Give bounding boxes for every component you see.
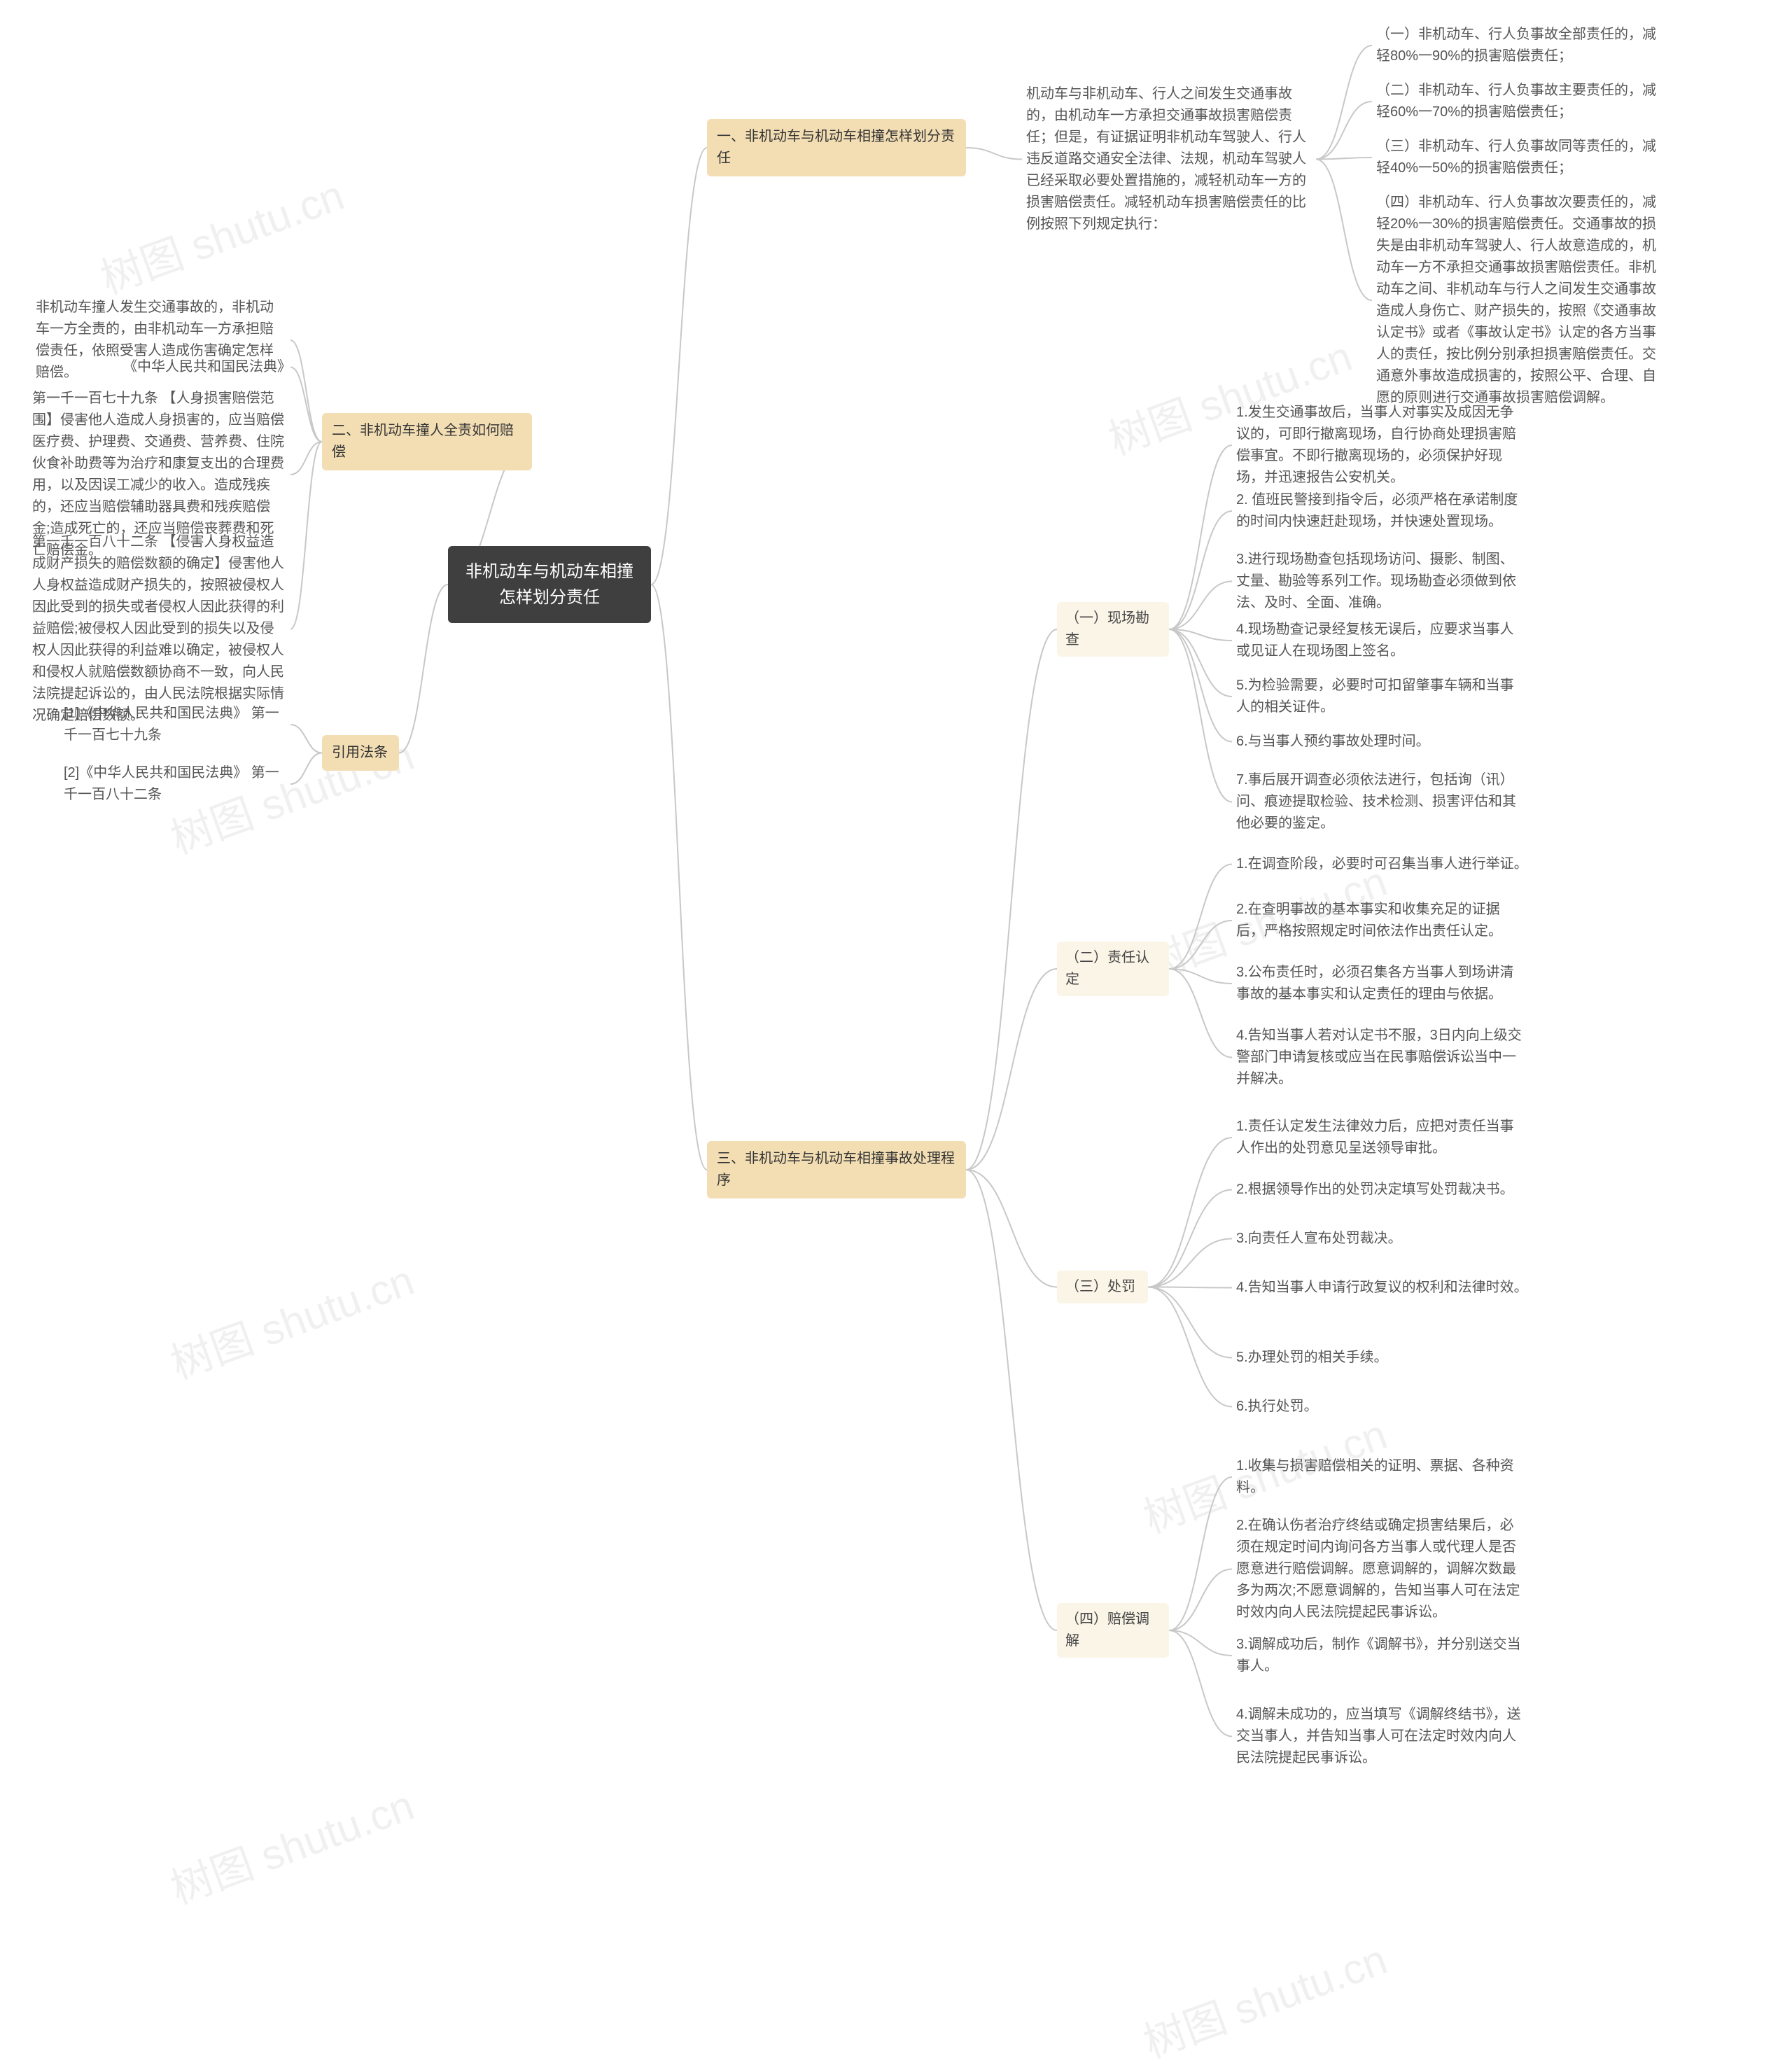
node-s3D3: 3.调解成功后，制作《调解书》，并分别送交当事人。 (1232, 1631, 1526, 1680)
connector (966, 148, 1022, 160)
connector (1316, 158, 1372, 160)
node-s1d: 机动车与非机动车、行人之间发生交通事故的，由机动车一方承担交通事故损害赔偿责任；… (1022, 81, 1316, 238)
connector (1169, 969, 1232, 1058)
connector (290, 725, 322, 753)
node-s3D2: 2.在确认伤者治疗终结或确定损害结果后，必须在规定时间内询问各方当事人或代理人是… (1232, 1512, 1526, 1626)
watermark: 树图 shutu.cn (91, 162, 351, 306)
connector (1148, 1138, 1232, 1287)
connector (1148, 1190, 1232, 1287)
connector (1169, 969, 1232, 984)
connector (290, 442, 322, 475)
watermark: 树图 shutu.cn (161, 1772, 421, 1916)
node-s3C3: 3.向责任人宣布处罚裁决。 (1232, 1225, 1526, 1252)
node-s3B: （二）责任认定 (1057, 942, 1169, 996)
node-s1a: （一）非机动车、行人负事故全部责任的，减轻80%一90%的损害赔偿责任； (1372, 21, 1666, 70)
node-s3D: （四）赔偿调解 (1057, 1603, 1169, 1658)
node-root: 非机动车与机动车相撞怎样划分责任 (448, 546, 651, 623)
connector (290, 368, 322, 442)
connector (1148, 1287, 1232, 1288)
connector (290, 753, 322, 785)
connector (651, 148, 707, 585)
connector (1148, 1287, 1232, 1358)
connector (290, 340, 322, 442)
connector (1169, 629, 1232, 697)
node-s3D4: 4.调解未成功的，应当填写《调解终结书》，送交当事人，并告知当事人可在法定时效内… (1232, 1701, 1526, 1772)
node-s3A7: 7.事后展开调查必须依法进行，包括询（讯）问、痕迹提取检验、技术检测、损害评估和… (1232, 767, 1526, 837)
connector (1169, 1477, 1232, 1630)
node-s3D1: 1.收集与损害赔偿相关的证明、票据、各种资料。 (1232, 1453, 1526, 1502)
connector (1169, 629, 1232, 641)
node-s3C: （三）处罚 (1057, 1271, 1148, 1303)
node-s2b: 《中华人民共和国民法典》 (119, 354, 290, 381)
node-s3B4: 4.告知当事人若对认定书不服，3日内向上级交警部门申请复核或应当在民事赔偿诉讼当… (1232, 1022, 1526, 1093)
node-s1e: （四）非机动车、行人负事故次要责任的，减轻20%一30%的损害赔偿责任。交通事故… (1372, 189, 1673, 412)
connector (1169, 865, 1232, 970)
node-s3C6: 6.执行处罚。 (1232, 1393, 1526, 1420)
connector (1169, 629, 1232, 802)
node-s3A5: 5.为检验需要，必要时可扣留肇事车辆和当事人的相关证件。 (1232, 672, 1526, 721)
node-s1c: （三）非机动车、行人负事故同等责任的，减轻40%一50%的损害赔偿责任； (1372, 133, 1666, 182)
node-s3A3: 3.进行现场勘查包括现场访问、摄影、制图、丈量、勘验等系列工作。现场勘查必须做到… (1232, 546, 1526, 617)
node-s1: 一、非机动车与机动车相撞怎样划分责任 (707, 119, 966, 176)
connector (1169, 921, 1232, 969)
node-s3B2: 2.在查明事故的基本事实和收集充足的证据后，严格按照规定时间依法作出责任认定。 (1232, 896, 1526, 945)
connector (1169, 511, 1232, 629)
connector (1169, 1630, 1232, 1737)
node-s3B1: 1.在调查阶段，必要时可召集当事人进行举证。 (1232, 851, 1533, 878)
node-s3A2: 2. 值班民警接到指令后，必须严格在承诺制度的时间内快速赶赴现场，并快速处置现场… (1232, 487, 1526, 536)
connector (1316, 160, 1372, 301)
connector (1148, 1239, 1232, 1287)
connector (966, 1170, 1057, 1630)
node-s3C1: 1.责任认定发生法律效力后，应把对责任当事人作出的处罚意见呈送领导审批。 (1232, 1113, 1526, 1162)
node-s2d: 第一千一百八十二条 【侵害人身权益造成财产损失的赔偿数额的确定】侵害他人人身权益… (28, 529, 290, 729)
connector (1148, 1287, 1232, 1407)
node-s3A1: 1.发生交通事故后，当事人对事实及成因无争议的，可即行撤离现场，自行协商处理损害… (1232, 399, 1526, 491)
node-s3: 三、非机动车与机动车相撞事故处理程序 (707, 1141, 966, 1198)
connector (1316, 46, 1372, 160)
node-s3A4: 4.现场勘查记录经复核无误后，应要求当事人或见证人在现场图上签名。 (1232, 616, 1526, 665)
connector (1316, 102, 1372, 160)
node-cite2: [2]《中华人民共和国民法典》 第一千一百八十二条 (59, 760, 290, 809)
node-s3A: （一）现场勘查 (1057, 602, 1169, 657)
connector (399, 585, 448, 753)
watermark: 树图 shutu.cn (161, 1247, 421, 1391)
node-cite1: [1]《中华人民共和国民法典》 第一千一百七十九条 (59, 700, 290, 749)
connector (966, 629, 1057, 1170)
mindmap-canvas: 树图 shutu.cn树图 shutu.cn树图 shutu.cn树图 shut… (0, 0, 1792, 2062)
connector (1169, 582, 1232, 630)
connector (290, 442, 322, 629)
node-s3C4: 4.告知当事人申请行政复议的权利和法律时效。 (1232, 1274, 1533, 1301)
connector (1169, 629, 1232, 742)
connector (1169, 1569, 1232, 1631)
connector (1169, 1630, 1232, 1656)
connector (651, 585, 707, 1170)
node-s3C5: 5.办理处罚的相关手续。 (1232, 1344, 1526, 1371)
connector (966, 1170, 1057, 1287)
node-s3A6: 6.与当事人预约事故处理时间。 (1232, 728, 1526, 755)
node-s2: 二、非机动车撞人全责如何赔偿 (322, 413, 532, 470)
node-s1b: （二）非机动车、行人负事故主要责任的，减轻60%一70%的损害赔偿责任； (1372, 77, 1666, 126)
watermark: 树图 shutu.cn (1134, 1926, 1394, 2070)
node-s3C2: 2.根据领导作出的处罚决定填写处罚裁决书。 (1232, 1176, 1526, 1203)
node-s3B3: 3.公布责任时，必须召集各方当事人到场讲清事故的基本事实和认定责任的理由与依据。 (1232, 959, 1526, 1008)
node-cite: 引用法条 (322, 735, 399, 771)
connector (1169, 445, 1232, 629)
connector (966, 969, 1057, 1170)
